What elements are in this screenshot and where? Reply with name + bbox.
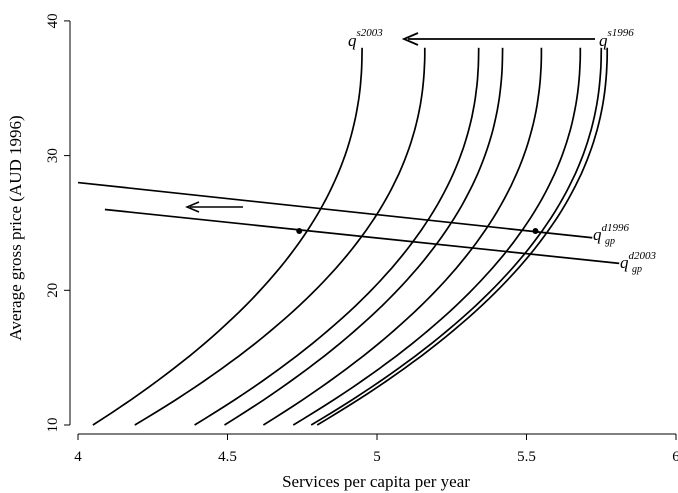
y-tick-label: 10 (45, 418, 61, 433)
x-tick-label: 5 (373, 449, 381, 465)
demand-curve (104, 208, 620, 265)
shift-arrow-demand-head (185, 201, 200, 213)
x-tick-label: 4 (74, 449, 82, 465)
shift-arrow-supply-head (401, 32, 419, 46)
y-axis-title: Average gross price (AUD 1996) (6, 115, 25, 340)
curves (77, 47, 620, 426)
marks (185, 32, 595, 235)
label-supply-2003: qs2003 (348, 27, 383, 50)
supply-curve (316, 47, 609, 426)
equilibrium-point (532, 228, 539, 235)
x-tick-label: 5.5 (517, 449, 536, 465)
supply-curve (310, 47, 603, 426)
supply-curve (262, 47, 543, 426)
label-supply-1996: qs1996 (599, 27, 634, 50)
x-tick-label: 6 (672, 449, 678, 465)
supply-curve (292, 47, 582, 426)
demand-curve (77, 181, 593, 239)
label-demand-2003: qd2003 gp (620, 250, 657, 275)
y-tick-label: 40 (45, 13, 61, 28)
y-tick-label: 30 (45, 148, 61, 163)
supply-curve (194, 47, 480, 426)
equilibrium-point (296, 228, 303, 235)
y-tick-label: 20 (45, 283, 61, 298)
axes (69, 21, 676, 435)
x-axis-title: Services per capita per year (282, 472, 470, 491)
supply-curve (92, 47, 363, 426)
label-demand-1996: qd1996 gp (593, 222, 630, 247)
x-tick-label: 4.5 (218, 449, 237, 465)
supply-curve (224, 47, 504, 426)
ticks: 4 4.5 5 5.5 6 10 20 30 40 (45, 13, 678, 465)
